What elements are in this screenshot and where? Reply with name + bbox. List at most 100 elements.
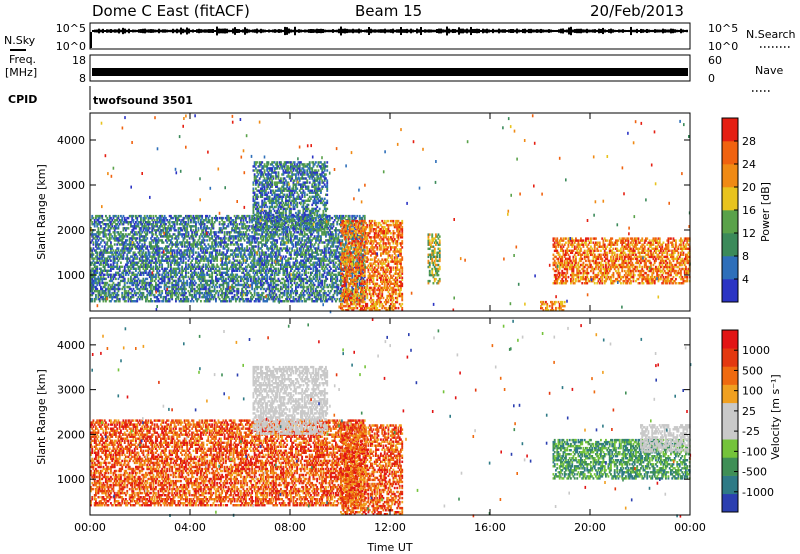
noise-sample	[350, 29, 352, 32]
echo-cell	[186, 239, 188, 241]
frequency-trace	[92, 68, 688, 76]
echo-cell	[315, 219, 317, 221]
echo-cell	[185, 288, 187, 290]
noise-sample	[138, 29, 140, 32]
echo-cell	[234, 290, 236, 292]
noise-sample	[152, 29, 154, 33]
noise-sample	[250, 30, 252, 32]
echo-cell	[211, 272, 213, 274]
echo-cell	[209, 219, 211, 221]
echo-cell	[334, 298, 336, 300]
noise-sample	[478, 29, 480, 33]
echo-cell	[120, 231, 122, 233]
echo-cell	[266, 300, 268, 302]
echo-cell	[136, 300, 138, 302]
noise-sample	[330, 30, 332, 32]
noise-sample	[192, 29, 194, 32]
noise-sample	[644, 30, 646, 33]
echo-cell	[244, 251, 246, 253]
noise-sample	[658, 30, 660, 33]
echo-cell	[174, 251, 176, 253]
noise-sample	[574, 29, 576, 33]
echo-cell	[118, 294, 120, 296]
noise-sample	[562, 29, 564, 34]
noise-sample	[496, 30, 498, 33]
echo-cell	[94, 225, 96, 227]
echo-cell	[108, 264, 110, 266]
noise-sample	[202, 30, 204, 33]
noise-sample	[324, 30, 326, 33]
echo-cell	[124, 251, 126, 253]
echo-cell	[228, 282, 230, 284]
echo-cell	[166, 241, 168, 243]
echo-cell	[103, 239, 105, 241]
echo-cell	[96, 288, 98, 290]
echo-cell	[161, 290, 163, 292]
echo-cell	[216, 219, 218, 221]
echo-cell	[130, 288, 132, 290]
echo-cell	[216, 249, 218, 251]
echo-cell	[235, 219, 237, 221]
echo-cell	[269, 260, 271, 262]
noise-sample	[312, 29, 314, 33]
echo-cell	[214, 260, 216, 262]
echo-cell	[96, 251, 98, 253]
noise-sample	[128, 29, 130, 34]
noise-sample	[490, 30, 492, 32]
echo-cell	[319, 266, 321, 268]
echo-cell	[205, 264, 207, 266]
noise-sample	[208, 29, 210, 33]
noise-sample	[314, 29, 316, 32]
echo-cell	[330, 290, 332, 292]
echo-cell	[204, 276, 206, 278]
echo-cell	[293, 257, 295, 259]
echo-cell	[109, 290, 111, 292]
echo-cell	[243, 260, 245, 262]
echo-cell	[304, 298, 306, 300]
noise-sample	[246, 29, 248, 34]
noise-sample	[466, 29, 468, 34]
freq-right-tick-bottom: 0	[708, 72, 715, 85]
echo-cell	[194, 239, 196, 241]
noise-sample	[218, 29, 220, 34]
echo-cell	[284, 300, 286, 302]
noise-sample	[378, 29, 380, 32]
noise-sample	[178, 30, 180, 33]
noise-sample	[332, 29, 334, 33]
echo-cell	[261, 274, 263, 276]
echo-cell	[248, 298, 250, 300]
echo-cell	[105, 292, 107, 294]
echo-cell	[226, 251, 228, 253]
noise-sample	[652, 30, 654, 32]
noise-sample	[150, 29, 152, 33]
echo-cell	[158, 241, 160, 243]
echo-cell	[136, 237, 138, 239]
noise-sample	[640, 29, 642, 33]
echo-cell	[271, 260, 273, 262]
echo-cell	[263, 292, 265, 294]
echo-cell	[243, 219, 245, 221]
noise-sample	[582, 29, 584, 32]
echo-cell	[246, 266, 248, 268]
noise-sample	[366, 29, 368, 32]
noise-sample	[290, 29, 292, 32]
echo-cell	[266, 276, 268, 278]
echo-cell	[230, 217, 232, 219]
echo-cell	[118, 215, 120, 217]
noise-sample	[168, 30, 170, 32]
noise-sample	[610, 29, 612, 34]
noise-sample	[118, 29, 120, 34]
echo-cell	[334, 241, 336, 243]
noise-sample	[438, 29, 440, 34]
noise-sample	[594, 29, 596, 33]
noise-sample	[266, 30, 268, 32]
noise-sample	[230, 30, 232, 32]
noise-sample	[162, 29, 164, 32]
echo-cell	[110, 300, 112, 302]
noise-sample	[362, 30, 364, 32]
noise-sample	[274, 29, 276, 33]
noise-sample	[564, 30, 566, 32]
noise-sample	[92, 30, 94, 32]
echo-cell	[321, 300, 323, 302]
echo-cell	[179, 268, 181, 270]
